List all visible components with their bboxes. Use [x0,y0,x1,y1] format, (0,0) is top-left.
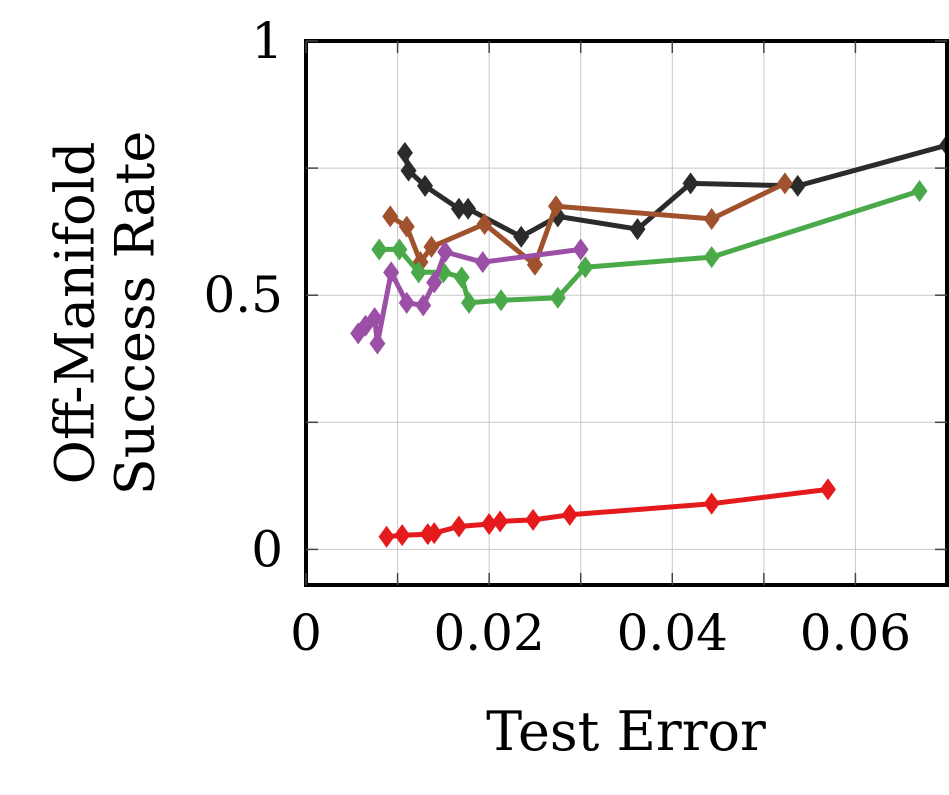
data-point [423,235,440,258]
x-tick-label: 0.06 [800,604,911,662]
y-tick-label: 1 [251,12,283,70]
data-point [703,207,720,230]
data-point [450,197,467,220]
data-point [437,240,454,263]
y-axis-label-line-1: Off-Manifold [44,142,107,485]
data-point [394,524,411,547]
x-axis-label: Test Error [486,700,766,763]
plot-frame [304,39,949,587]
x-tick-label: 0 [290,604,322,662]
data-point [561,503,578,526]
series-4 [350,238,589,355]
data-point [369,332,386,355]
y-tick-label: 0.5 [203,266,283,324]
data-point [526,253,543,276]
data-point [415,294,432,317]
data-point [398,291,415,314]
data-point [492,510,509,533]
axis-ticks [305,40,947,585]
y-axis-label-line-2: Success Rate [104,131,167,496]
data-point [474,251,491,274]
data-point [450,515,467,538]
data-point [460,291,477,314]
data-point [378,525,395,548]
data-point [703,492,720,515]
data-point [549,286,566,309]
grid-lines [305,40,947,585]
series-line [384,486,831,540]
data-point [789,174,806,197]
data-point [410,261,427,284]
data-point [371,238,388,261]
data-point [776,172,793,195]
data-point [383,261,400,284]
data-point [417,174,434,197]
data-point [453,266,470,289]
data-point [398,215,415,238]
series-2 [382,172,793,276]
series-layer [350,134,947,548]
data-point [391,238,408,261]
data-point [513,225,530,248]
series-5 [378,478,836,548]
data-point [460,197,477,220]
tick-labels: 0 0.02 0.04 0.06 0 0.5 1 [203,12,911,662]
data-point [911,179,928,202]
data-point [703,246,720,269]
data-point [682,172,699,195]
data-point [577,256,594,279]
data-point [572,238,589,261]
data-point [476,213,493,236]
data-point [629,218,646,241]
series-1 [396,134,947,248]
data-point [426,522,443,545]
x-tick-label: 0.02 [433,604,544,662]
data-point [525,508,542,531]
data-point [382,205,399,228]
x-tick-label: 0.04 [617,604,728,662]
series-3 [371,179,928,314]
data-point [481,512,498,535]
y-tick-label: 0 [251,520,283,578]
data-point [547,195,564,218]
data-point [493,289,510,312]
data-point [819,478,836,501]
data-point [426,271,443,294]
data-point [366,307,383,330]
data-point [400,159,417,182]
data-point [396,141,413,164]
